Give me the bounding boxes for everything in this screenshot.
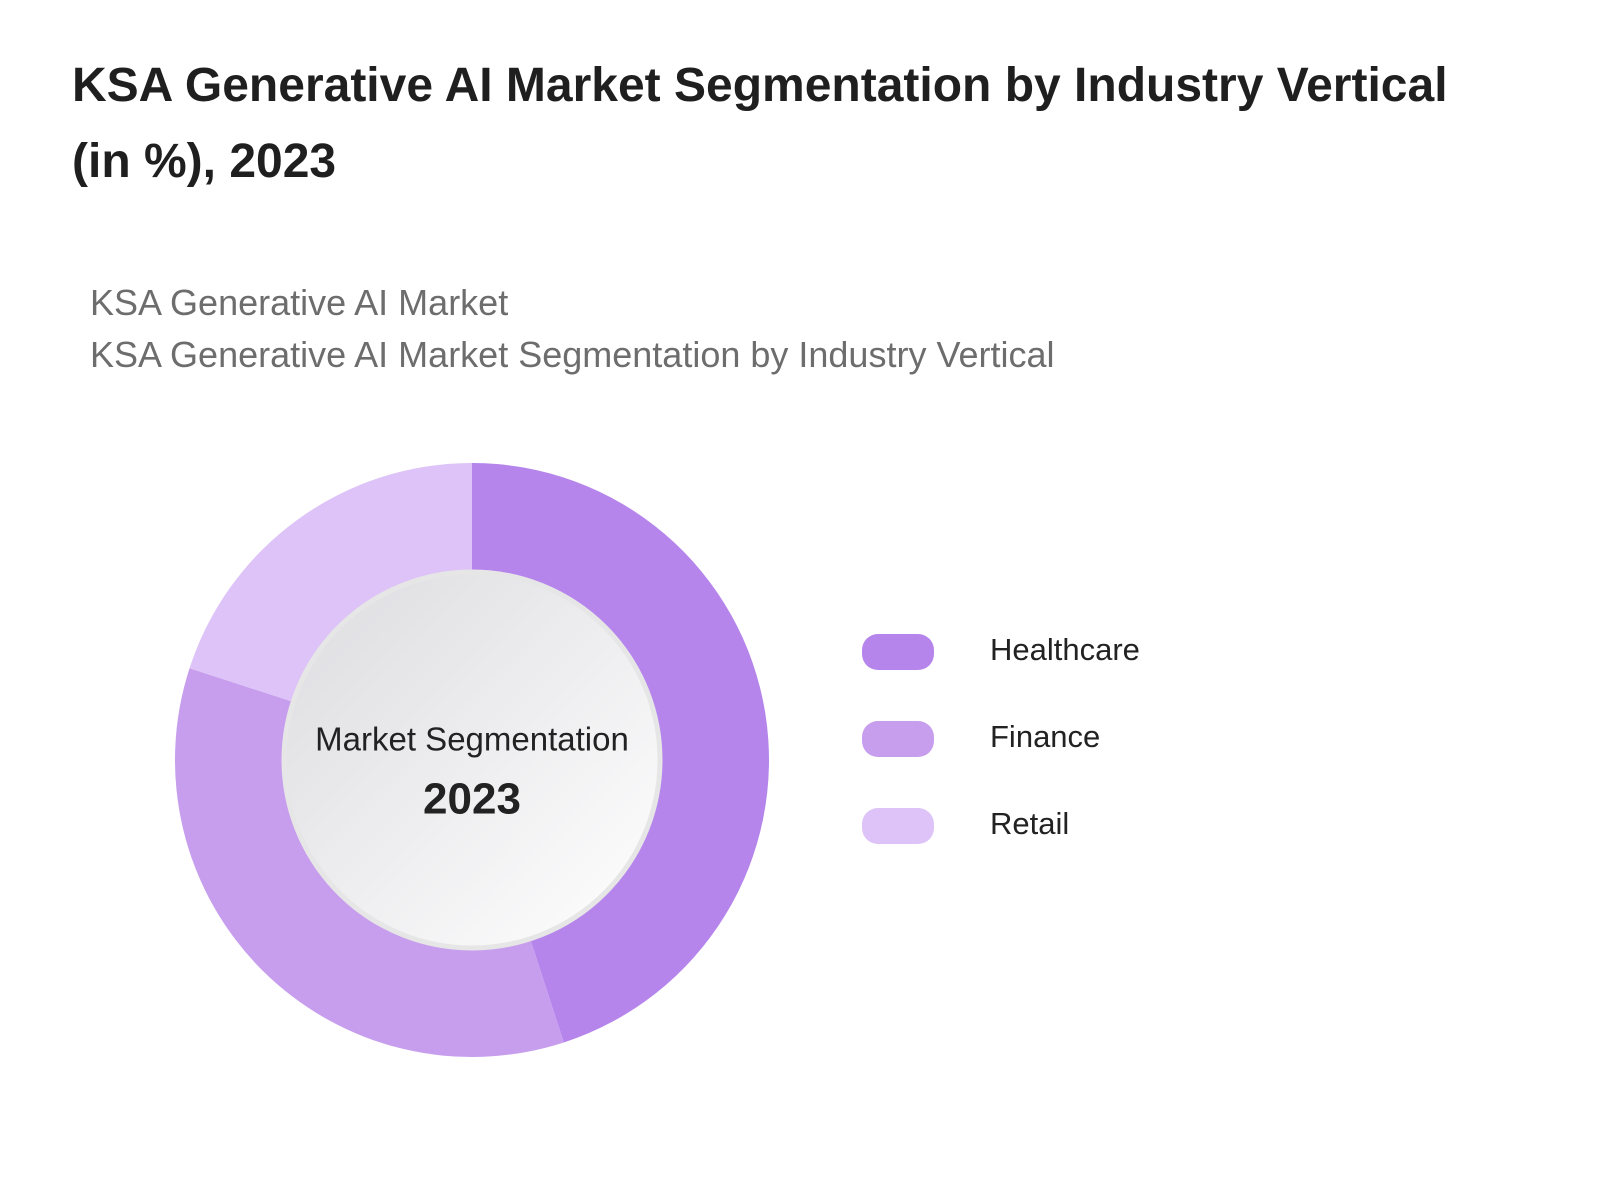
subtitle: KSA Generative AI Market — [90, 282, 509, 323]
center-value: 2023 — [423, 775, 521, 824]
donut-slice — [189, 463, 473, 702]
donut-hub — [281, 569, 663, 951]
donut-slice — [174, 668, 564, 1057]
legend-swatch — [862, 721, 934, 757]
legend-swatch — [862, 808, 934, 844]
legend-label: Finance — [990, 719, 1100, 754]
legend-label: Healthcare — [990, 632, 1140, 667]
chart-title: KSA Generative AI Market Segmentation by… — [72, 59, 1448, 188]
donut-slice — [472, 463, 769, 1043]
legend-swatch — [862, 634, 934, 670]
subtitle: KSA Generative AI Market Segmentation by… — [90, 334, 1055, 375]
center-label: Market Segmentation — [315, 721, 629, 758]
legend-label: Retail — [990, 806, 1069, 841]
